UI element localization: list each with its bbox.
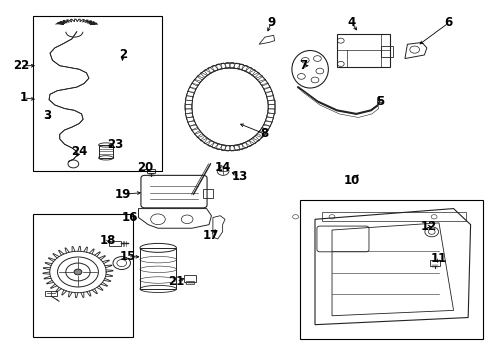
Text: 24: 24	[71, 145, 87, 158]
Bar	[183, 275, 196, 282]
Text: 21: 21	[168, 275, 184, 288]
Text: 15: 15	[120, 250, 136, 263]
Text: 12: 12	[420, 220, 436, 233]
Text: 19: 19	[115, 188, 131, 201]
Bar	[33, 16, 162, 171]
Text: 13: 13	[231, 170, 247, 183]
Text: 17: 17	[202, 229, 218, 242]
Text: 10: 10	[343, 174, 359, 186]
Text: 5: 5	[376, 95, 384, 108]
Bar	[109, 241, 121, 246]
Text: 23: 23	[107, 138, 123, 151]
Text: 7: 7	[298, 59, 306, 72]
Text: 2: 2	[119, 49, 127, 62]
Bar	[99, 145, 113, 158]
Bar	[300, 200, 482, 339]
Bar	[203, 189, 212, 198]
Bar	[322, 212, 465, 221]
Text: 1: 1	[20, 91, 28, 104]
Bar	[33, 214, 132, 337]
Bar	[147, 168, 155, 173]
Text: 6: 6	[444, 16, 452, 29]
Text: 14: 14	[214, 161, 230, 174]
Bar	[336, 33, 389, 67]
Bar	[45, 291, 57, 296]
Bar	[185, 281, 194, 284]
Text: 22: 22	[13, 59, 29, 72]
Text: 9: 9	[266, 16, 275, 29]
Bar	[380, 46, 392, 57]
Text: 20: 20	[137, 161, 153, 174]
Text: 3: 3	[43, 109, 52, 122]
Text: 16: 16	[122, 211, 138, 224]
Bar	[140, 248, 176, 289]
Text: 4: 4	[346, 16, 355, 29]
Bar	[429, 260, 439, 266]
Circle shape	[74, 269, 81, 275]
Text: 18: 18	[100, 234, 116, 247]
Text: 8: 8	[259, 127, 267, 140]
Text: 11: 11	[430, 252, 446, 265]
